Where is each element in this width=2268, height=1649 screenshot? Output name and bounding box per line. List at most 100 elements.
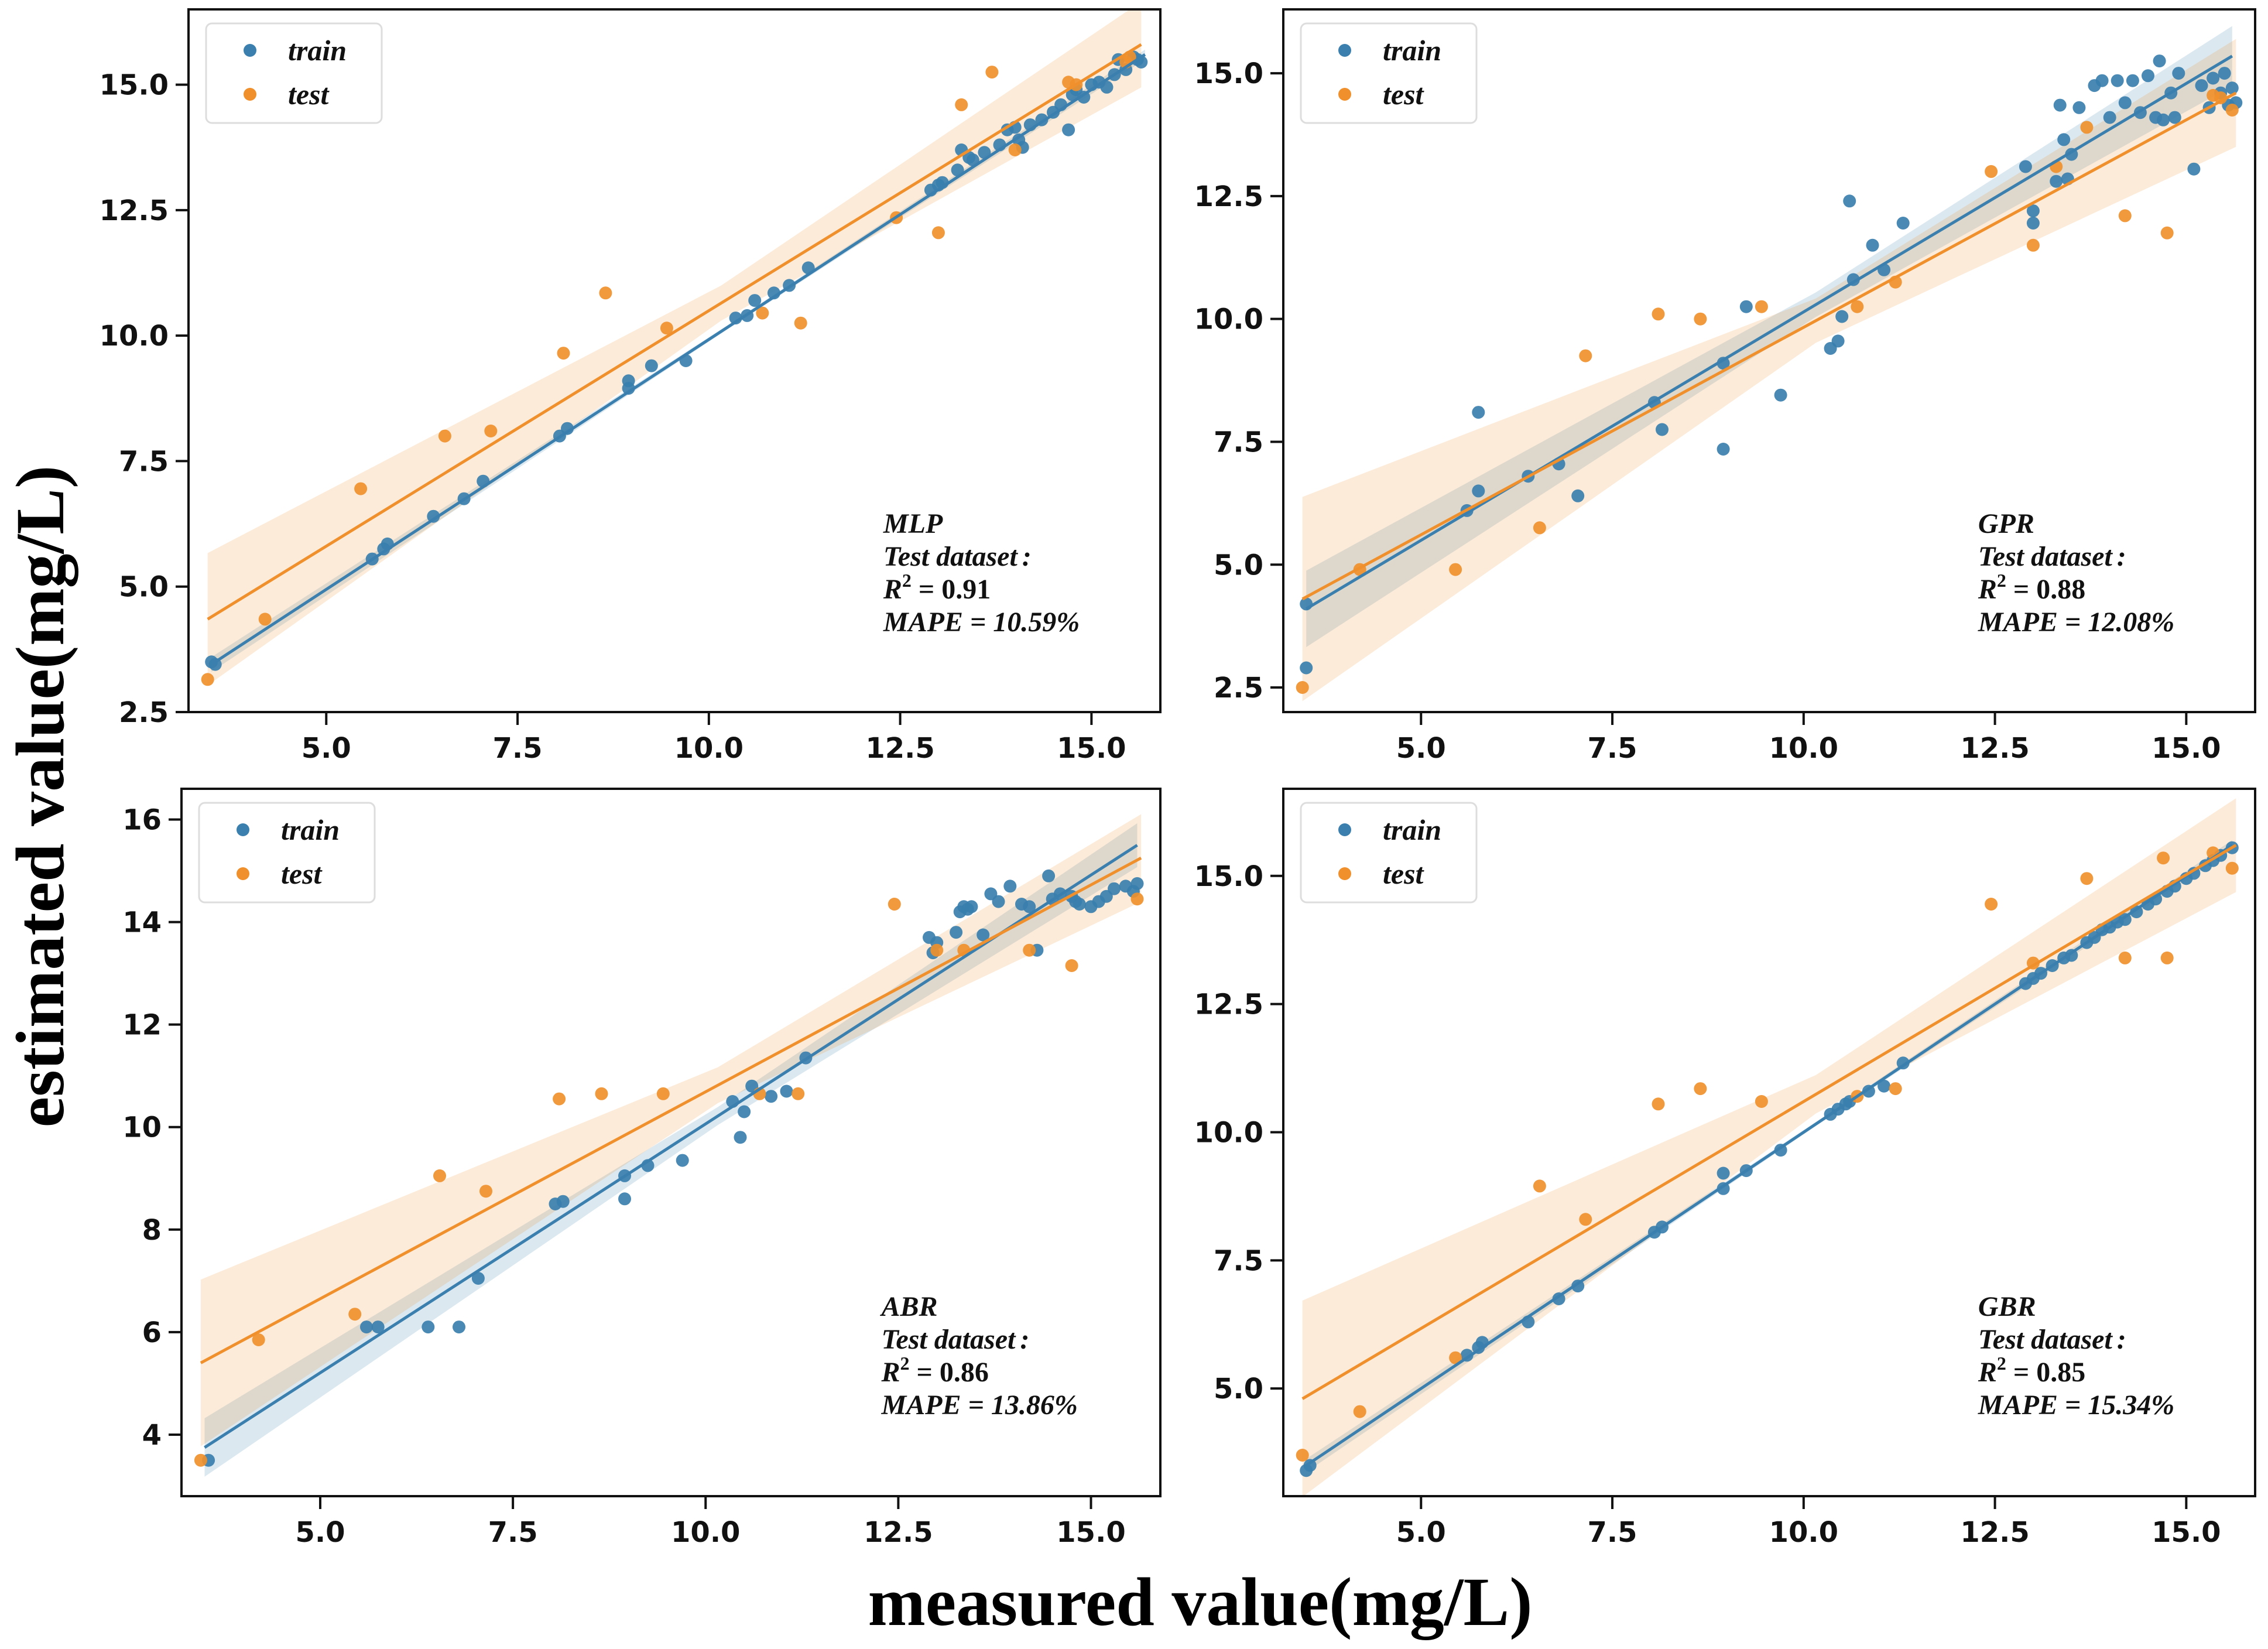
train-point	[2172, 67, 2185, 80]
y-tick-label: 5.0	[1214, 1373, 1263, 1405]
r2-superscript: 2	[902, 570, 912, 591]
y-tick-label: 2.5	[1214, 672, 1263, 704]
model-name: GPR	[1978, 508, 2034, 539]
legend: train test	[1300, 22, 1478, 124]
legend: train test	[205, 22, 383, 124]
test-point	[354, 482, 368, 495]
test-point	[1652, 1097, 1665, 1111]
y-tick-label: 10.0	[1194, 1116, 1263, 1149]
test-point	[1985, 165, 1998, 178]
train-point	[1717, 1166, 1730, 1180]
train-point	[471, 1272, 485, 1285]
model-name: MLP	[883, 508, 943, 539]
x-tick-label: 15.0	[2151, 732, 2221, 765]
test-point	[1652, 307, 1665, 321]
x-tick-label: 5.0	[295, 1516, 345, 1549]
train-point	[2118, 96, 2132, 110]
legend-label-train: train	[288, 34, 347, 67]
y-tick-label: 15.0	[1194, 57, 1263, 90]
train-point	[1717, 357, 1730, 370]
train-point	[1774, 388, 1787, 402]
test-fit-line	[200, 856, 1142, 1364]
legend-label-train: train	[1383, 34, 1441, 67]
train-point	[1739, 300, 1753, 313]
test-point	[2160, 226, 2174, 240]
train-point	[1003, 880, 1017, 893]
test-point	[1985, 898, 1998, 911]
train-point	[2053, 98, 2067, 112]
mape-value: MAPE = 12.08%	[1978, 607, 2174, 638]
train-fit-line	[204, 844, 1138, 1449]
train-point	[1866, 238, 1879, 252]
test-point	[2225, 861, 2239, 875]
legend-label-test: test	[1383, 857, 1425, 890]
test-confidence-band	[207, 9, 1142, 686]
panel-abr: 5.0 7.5 10.0 12.5 15.0 4 6 8 10 12 14 16 train test AB…	[122, 788, 1162, 1549]
x-tick-label: 7.5	[493, 732, 543, 765]
train-point	[965, 900, 978, 914]
model-name: GBR	[1978, 1291, 2036, 1322]
test-point	[985, 66, 999, 79]
figure-ylabel: estimated value(mg/L)	[2, 466, 78, 1128]
test-fit-line	[1301, 844, 2237, 1400]
test-point	[553, 1092, 566, 1106]
panel-gpr: 5.0 7.5 10.0 12.5 15.0 2.5 5.0 7.5 10.0 12.5 15.0 t…	[1194, 8, 2256, 765]
panel-gbr: 5.0 7.5 10.0 12.5 15.0 5.0 7.5 10.0 12.5 15.0 trai…	[1194, 788, 2256, 1549]
y-tick-label: 8	[142, 1214, 162, 1247]
x-tick-label: 7.5	[1588, 1516, 1637, 1549]
train-point	[2225, 81, 2239, 95]
test-point	[438, 429, 451, 443]
r2-superscript: 2	[1997, 570, 2006, 591]
train-point	[2142, 69, 2154, 83]
test-point	[252, 1333, 265, 1346]
train-point	[1023, 900, 1036, 914]
r2-number: = 0.86	[909, 1357, 988, 1388]
r2-symbol: R	[881, 1357, 900, 1388]
train-fit-line	[210, 53, 1146, 666]
test-point	[930, 943, 944, 957]
legend-label-test: test	[288, 78, 330, 111]
train-point	[618, 1192, 631, 1206]
r2-number: = 0.88	[2006, 574, 2085, 605]
legend-marker-test	[1338, 867, 1351, 880]
train-point	[2026, 204, 2040, 218]
x-tick-label: 15.0	[2151, 1516, 2221, 1549]
train-point	[950, 926, 963, 939]
train-point	[1472, 484, 1485, 498]
test-point	[1533, 521, 1546, 535]
train-point	[748, 294, 762, 307]
train-point	[1108, 882, 1121, 895]
mape-value: MAPE = 13.86%	[881, 1390, 1077, 1421]
mape-value: MAPE = 10.59%	[883, 607, 1080, 638]
r2-number: = 0.85	[2006, 1357, 2085, 1388]
train-point	[1062, 123, 1075, 136]
x-tick-label: 10.0	[674, 732, 744, 765]
legend-label-test: test	[281, 857, 323, 890]
dataset-colon: :	[1022, 541, 1032, 572]
test-point	[484, 425, 498, 437]
test-point	[2157, 851, 2170, 865]
test-point	[595, 1087, 608, 1100]
r2-value: R2 = 0.88	[1978, 570, 2085, 605]
r2-superscript: 2	[1997, 1353, 2006, 1374]
plot-content	[1296, 798, 2239, 1496]
legend-marker-test	[237, 867, 249, 880]
test-point	[792, 1087, 805, 1100]
legend: train test	[198, 802, 376, 904]
test-point	[656, 1087, 670, 1100]
plot-frame	[180, 788, 1162, 1497]
x-tick-label: 7.5	[488, 1516, 538, 1549]
test-point	[2026, 238, 2040, 252]
train-point	[765, 1090, 778, 1103]
train-point	[1656, 423, 1669, 436]
test-confidence-band	[200, 814, 1142, 1446]
r2-value: R2 = 0.86	[881, 1353, 988, 1388]
dataset-name: Test dataset	[1978, 541, 2113, 572]
y-tick-label: 10.0	[1194, 303, 1263, 336]
train-point	[1717, 443, 1730, 456]
x-tick-label: 10.0	[1769, 1516, 1838, 1549]
dataset-label: Test dataset:	[1978, 1324, 2126, 1355]
test-point	[1579, 1213, 1592, 1226]
test-fit-line	[207, 43, 1142, 621]
